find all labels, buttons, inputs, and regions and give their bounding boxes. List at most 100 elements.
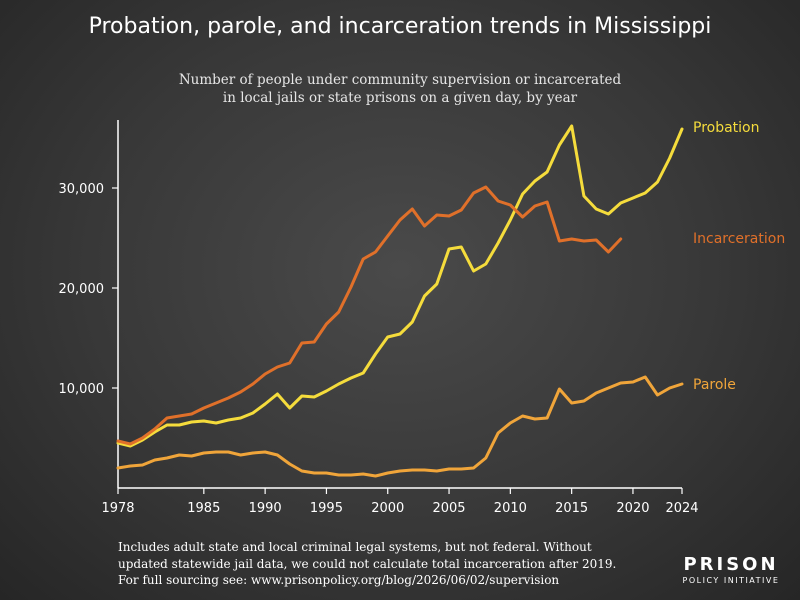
data-point-incarceration <box>436 214 438 216</box>
data-point-parole <box>423 469 426 471</box>
data-point-probation <box>558 144 561 146</box>
data-point-parole <box>399 470 401 472</box>
series-label-incarceration: Incarceration <box>693 231 785 247</box>
data-point-probation <box>509 219 512 221</box>
data-point-probation <box>239 417 242 419</box>
series-label-probation: Probation <box>693 120 760 136</box>
data-point-incarceration <box>154 428 156 430</box>
data-point-probation <box>215 422 217 424</box>
x-tick-label: 2015 <box>555 501 588 516</box>
chart-axes <box>117 120 682 489</box>
series-label-parole: Parole <box>693 377 736 393</box>
data-point-parole <box>485 457 487 459</box>
footnote-line-1: Includes adult state and local criminal … <box>118 540 592 554</box>
data-point-incarceration <box>546 201 548 203</box>
data-point-probation <box>399 333 401 335</box>
data-point-parole <box>546 417 548 419</box>
subtitle-line-2: in local jails or state prisons on a giv… <box>222 90 578 106</box>
chart-subtitle: Number of people under community supervi… <box>150 71 650 107</box>
data-point-probation <box>166 424 168 426</box>
data-point-parole <box>668 387 671 389</box>
data-point-probation <box>325 390 328 392</box>
data-point-incarceration <box>203 407 205 409</box>
data-point-parole <box>619 382 622 384</box>
axis-ticks: 1978 1985 1990 1995 2000 2005 2010 2015 2020 2024… <box>59 182 699 516</box>
data-point-incarceration <box>166 417 168 419</box>
data-point-probation <box>350 377 352 379</box>
data-point-probation <box>154 431 156 433</box>
data-point-probation <box>252 412 254 414</box>
x-tick-label: 2020 <box>616 501 649 516</box>
series-lines <box>116 124 684 478</box>
data-point-probation <box>497 242 499 244</box>
data-point-probation <box>337 383 340 385</box>
data-point-probation <box>301 395 303 397</box>
data-point-probation <box>681 128 683 130</box>
data-point-probation <box>374 353 377 355</box>
data-point-parole <box>607 387 610 389</box>
data-point-incarceration <box>595 239 597 241</box>
data-point-incarceration <box>607 251 610 253</box>
data-point-incarceration <box>313 341 316 343</box>
data-point-incarceration <box>350 286 352 288</box>
data-point-incarceration <box>423 225 426 227</box>
data-point-incarceration <box>288 362 291 364</box>
data-point-probation <box>203 420 205 422</box>
x-tick-label: 2024 <box>665 501 698 516</box>
data-point-probation <box>485 263 487 265</box>
data-point-probation <box>607 213 610 215</box>
x-tick-label: 1995 <box>310 501 343 516</box>
data-point-parole <box>215 451 217 453</box>
x-tick-label: 1978 <box>101 501 134 516</box>
data-point-probation <box>521 193 524 195</box>
data-point-incarceration <box>337 311 340 313</box>
y-tick-label: 30,000 <box>59 182 105 197</box>
data-point-parole <box>656 394 659 396</box>
data-point-probation <box>190 421 193 423</box>
data-point-probation <box>313 396 316 398</box>
data-point-parole <box>374 475 377 477</box>
data-point-parole <box>154 459 156 461</box>
data-point-parole <box>497 432 499 434</box>
data-point-incarceration <box>497 200 499 202</box>
x-tick-label: 1990 <box>249 501 282 516</box>
data-point-parole <box>239 454 242 456</box>
data-point-incarceration <box>227 397 230 399</box>
data-point-incarceration <box>619 238 622 240</box>
data-point-probation <box>227 419 230 421</box>
data-point-incarceration <box>252 383 254 385</box>
data-point-parole <box>313 472 316 474</box>
prison-policy-logo[interactable]: PRISON POLICY INITIATIVE <box>676 555 786 587</box>
data-point-probation <box>583 195 585 197</box>
data-point-incarceration <box>239 391 242 393</box>
data-point-incarceration <box>215 402 217 404</box>
data-point-incarceration <box>399 219 401 221</box>
data-point-parole <box>276 454 279 456</box>
data-point-probation <box>276 393 279 395</box>
data-point-probation <box>386 336 389 338</box>
data-point-incarceration <box>362 258 365 260</box>
data-point-parole <box>583 400 585 402</box>
data-point-probation <box>362 372 365 374</box>
data-point-parole <box>448 468 450 470</box>
data-point-parole <box>558 388 561 390</box>
data-point-incarceration <box>472 192 475 194</box>
data-point-probation <box>436 283 438 285</box>
data-point-incarceration <box>570 238 573 240</box>
series-labels: Probation Incarceration Parole <box>693 120 785 393</box>
data-point-parole <box>681 383 683 385</box>
data-point-probation <box>472 270 475 272</box>
data-point-incarceration <box>534 205 536 207</box>
data-point-incarceration <box>558 240 561 242</box>
data-point-parole <box>595 392 597 394</box>
data-point-parole <box>460 468 463 470</box>
data-point-probation <box>288 407 291 409</box>
data-point-parole <box>644 376 646 378</box>
data-point-probation <box>619 202 622 204</box>
x-tick-label: 1985 <box>187 501 220 516</box>
footnote-line-3: For full sourcing see: www.prisonpolicy.… <box>118 573 560 587</box>
data-point-incarceration <box>460 209 463 211</box>
data-point-parole <box>521 415 524 417</box>
data-point-parole <box>178 454 181 456</box>
data-point-parole <box>203 452 205 454</box>
